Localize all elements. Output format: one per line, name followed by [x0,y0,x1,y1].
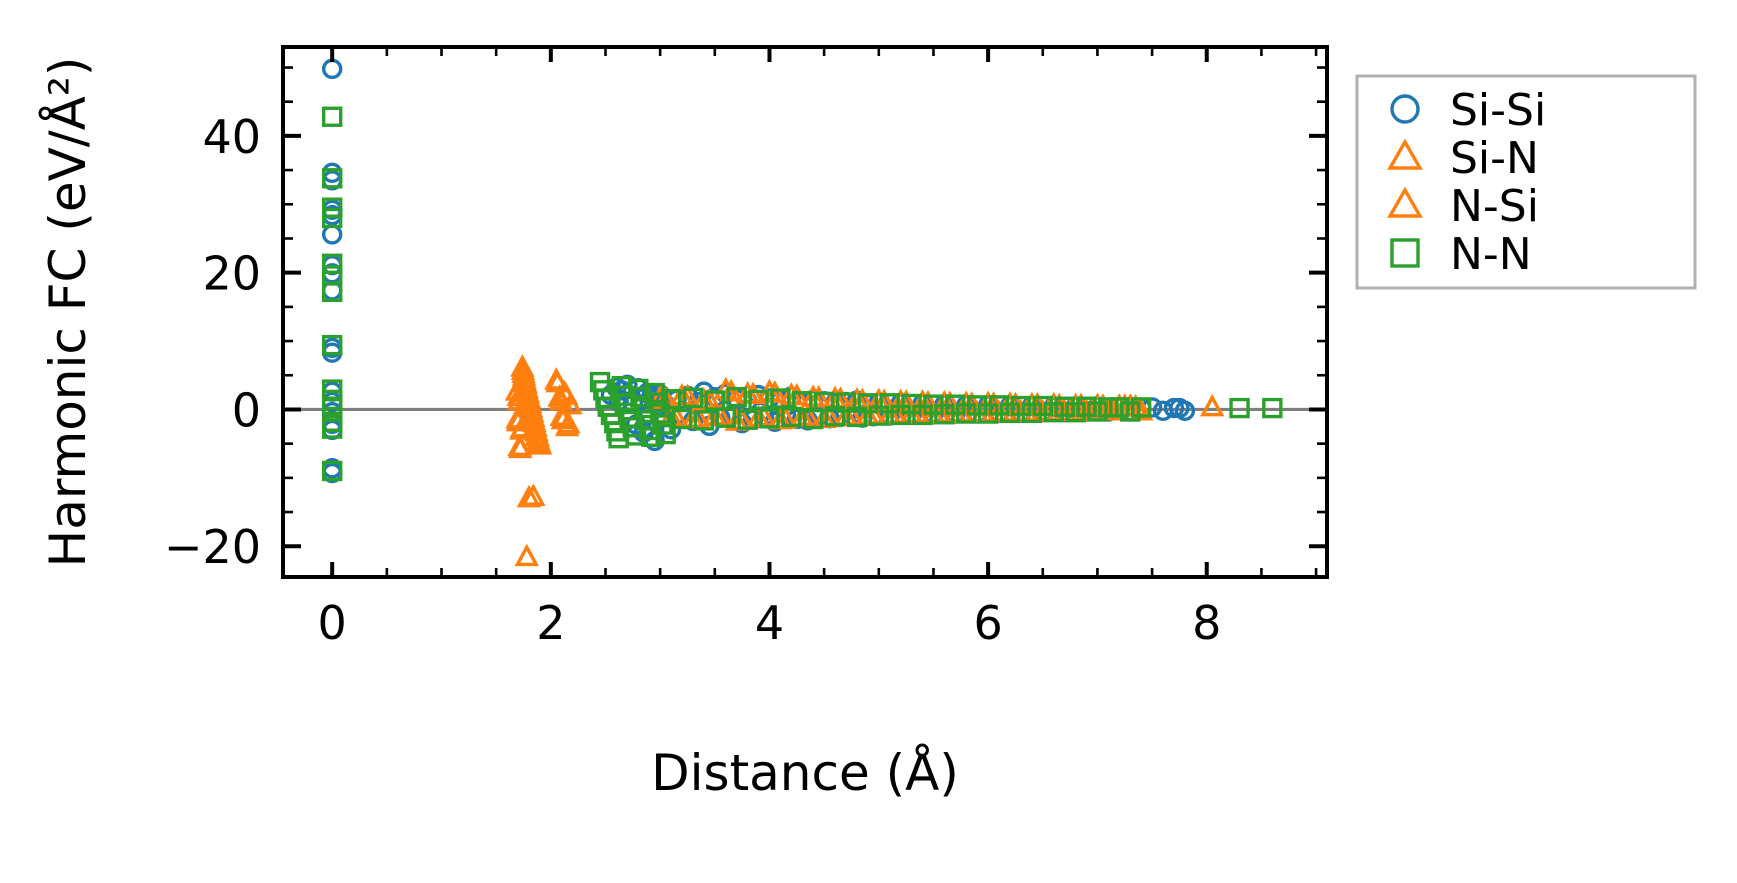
data-point [868,405,889,426]
series-n-n [321,106,1283,482]
data-point [693,410,715,431]
data-point [321,418,343,439]
data-point [813,391,835,413]
data-point [1098,397,1119,418]
y-tick-label: 20 [202,247,261,301]
x-tick-label: 6 [973,596,1002,650]
data-point [824,406,846,427]
data-point [835,392,857,413]
x-tick-label: 4 [755,596,784,650]
square-marker-icon [1390,238,1420,268]
data-point [321,224,343,245]
data-point [1130,397,1152,418]
x-tick-label: 2 [536,596,565,650]
data-point [726,386,747,408]
triangle-marker-icon [1387,186,1423,218]
data-point [1229,397,1250,419]
data-point [548,387,573,411]
data-point [1174,400,1196,422]
y-tick-label: 0 [232,383,261,437]
x-tick-label: 0 [318,596,347,650]
legend-label: Si-N [1450,133,1539,184]
data-point [1199,393,1225,417]
legend-entry-si-n[interactable] [1387,138,1423,170]
legend-label: Si-Si [1450,85,1546,136]
data-point [770,388,791,409]
data-point [521,483,546,506]
data-point [545,369,570,393]
data-point [857,393,879,414]
data-point [748,389,769,411]
data-point [514,543,540,567]
data-point [1043,401,1064,423]
data-point [737,409,758,430]
data-point [1087,401,1108,422]
data-point [1120,401,1141,422]
data-point [655,423,676,445]
data-point [321,281,343,303]
data-point [781,406,802,428]
data-point [506,383,531,407]
data-point [704,390,726,411]
data-point [647,392,669,413]
data-point [321,168,343,189]
data-point [879,393,900,414]
data-point [649,403,671,424]
data-point [1109,397,1130,418]
data-point [912,404,933,426]
data-point [553,382,579,405]
data-point [321,334,343,356]
data-point [556,410,581,434]
x-axis-title: Distance (Å) [651,744,959,802]
data-point [321,197,343,218]
data-point [1128,397,1154,421]
data-point [321,460,343,482]
legend-label: N-Si [1450,181,1539,232]
data-point [321,397,343,419]
legend-box[interactable] [1355,74,1697,290]
circle-marker-icon [1390,94,1420,124]
data-point [321,58,343,80]
y-tick-label: 40 [202,110,261,164]
data-point [803,408,824,430]
data-point [682,387,704,409]
y-tick-label: −20 [164,520,261,574]
data-point [1076,396,1097,417]
data-point [1065,401,1086,423]
data-point [321,207,343,229]
data-point [507,433,532,457]
y-axis-title: Harmonic FC (eV/Å²) [39,57,97,568]
legend-entry-n-si[interactable] [1387,186,1423,218]
legend-entry-n-n[interactable] [1390,238,1420,268]
data-point [321,253,343,274]
data-point [1054,396,1075,417]
data-point [846,406,868,428]
x-tick-label: 8 [1192,596,1221,650]
data-point [505,406,530,429]
data-point [890,404,911,426]
legend-label: N-N [1450,229,1532,280]
data-point [660,388,682,410]
data-point [792,391,813,412]
data-point [321,106,343,127]
data-point [527,430,552,454]
triangle-marker-icon [1387,138,1423,170]
legend-entry-si-si[interactable] [1390,94,1420,124]
data-point [641,426,662,448]
data-point [1032,395,1053,417]
data-point [1262,397,1283,419]
data-point [715,407,736,428]
data-point [671,408,693,430]
data-point [901,393,922,415]
data-point [759,408,780,429]
